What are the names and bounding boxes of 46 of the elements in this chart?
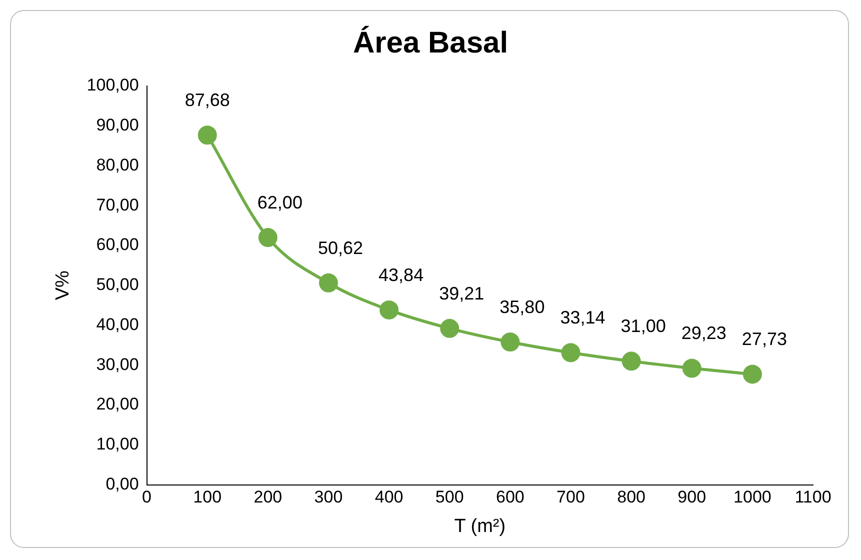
- data-label: 43,84: [378, 264, 424, 285]
- x-tick-label: 600: [496, 488, 524, 507]
- y-tick-label: 100,00: [86, 76, 139, 95]
- y-tick-label: 80,00: [96, 155, 139, 174]
- point: [318, 273, 338, 292]
- y-tick-label: 90,00: [96, 116, 139, 135]
- point: [742, 364, 762, 384]
- data-label: 35,80: [500, 297, 545, 317]
- x-tick-label: 1000: [734, 488, 772, 507]
- data-label: 87,68: [184, 90, 230, 110]
- point: [198, 126, 217, 145]
- y-tick-label: 0,00: [106, 474, 139, 494]
- point: [380, 300, 399, 320]
- x-tick-label: 1100: [794, 488, 832, 507]
- point: [622, 352, 641, 371]
- point: [682, 358, 702, 378]
- data-label: 29,23: [681, 323, 726, 344]
- data-label: 39,21: [439, 283, 484, 304]
- y-tick-label: 10,00: [96, 434, 139, 454]
- y-tick-label: 70,00: [96, 195, 139, 214]
- x-tick-label: 900: [678, 488, 706, 507]
- x-axis-title: T (m²): [454, 516, 506, 537]
- x-tick-label: 400: [374, 488, 404, 507]
- x-tick-label: 700: [556, 488, 585, 507]
- x-tick-label: 0: [142, 488, 152, 507]
- x-tick-label: 100: [193, 488, 222, 507]
- x-tick-label: 300: [314, 488, 343, 507]
- chart-title: Área Basal: [352, 25, 508, 60]
- data-label: 33,14: [560, 308, 606, 328]
- point: [500, 332, 520, 352]
- x-tick-label: 500: [435, 488, 464, 507]
- y-tick-label: 50,00: [96, 275, 139, 294]
- point: [561, 343, 580, 362]
- x-tick-label: 200: [254, 488, 282, 507]
- y-tick-label: 40,00: [96, 314, 139, 334]
- x-tick-label: 800: [617, 488, 646, 507]
- y-axis-title: V%: [52, 270, 74, 300]
- y-tick-label: 30,00: [96, 354, 139, 374]
- data-label: 31,00: [620, 316, 666, 336]
- y-tick-label: 20,00: [96, 394, 139, 414]
- point: [258, 228, 278, 248]
- data-label: 62,00: [257, 192, 302, 213]
- data-label: 27,73: [742, 329, 787, 350]
- y-tick-label: 60,00: [96, 235, 139, 254]
- point: [440, 318, 460, 338]
- data-label: 50,62: [318, 238, 364, 258]
